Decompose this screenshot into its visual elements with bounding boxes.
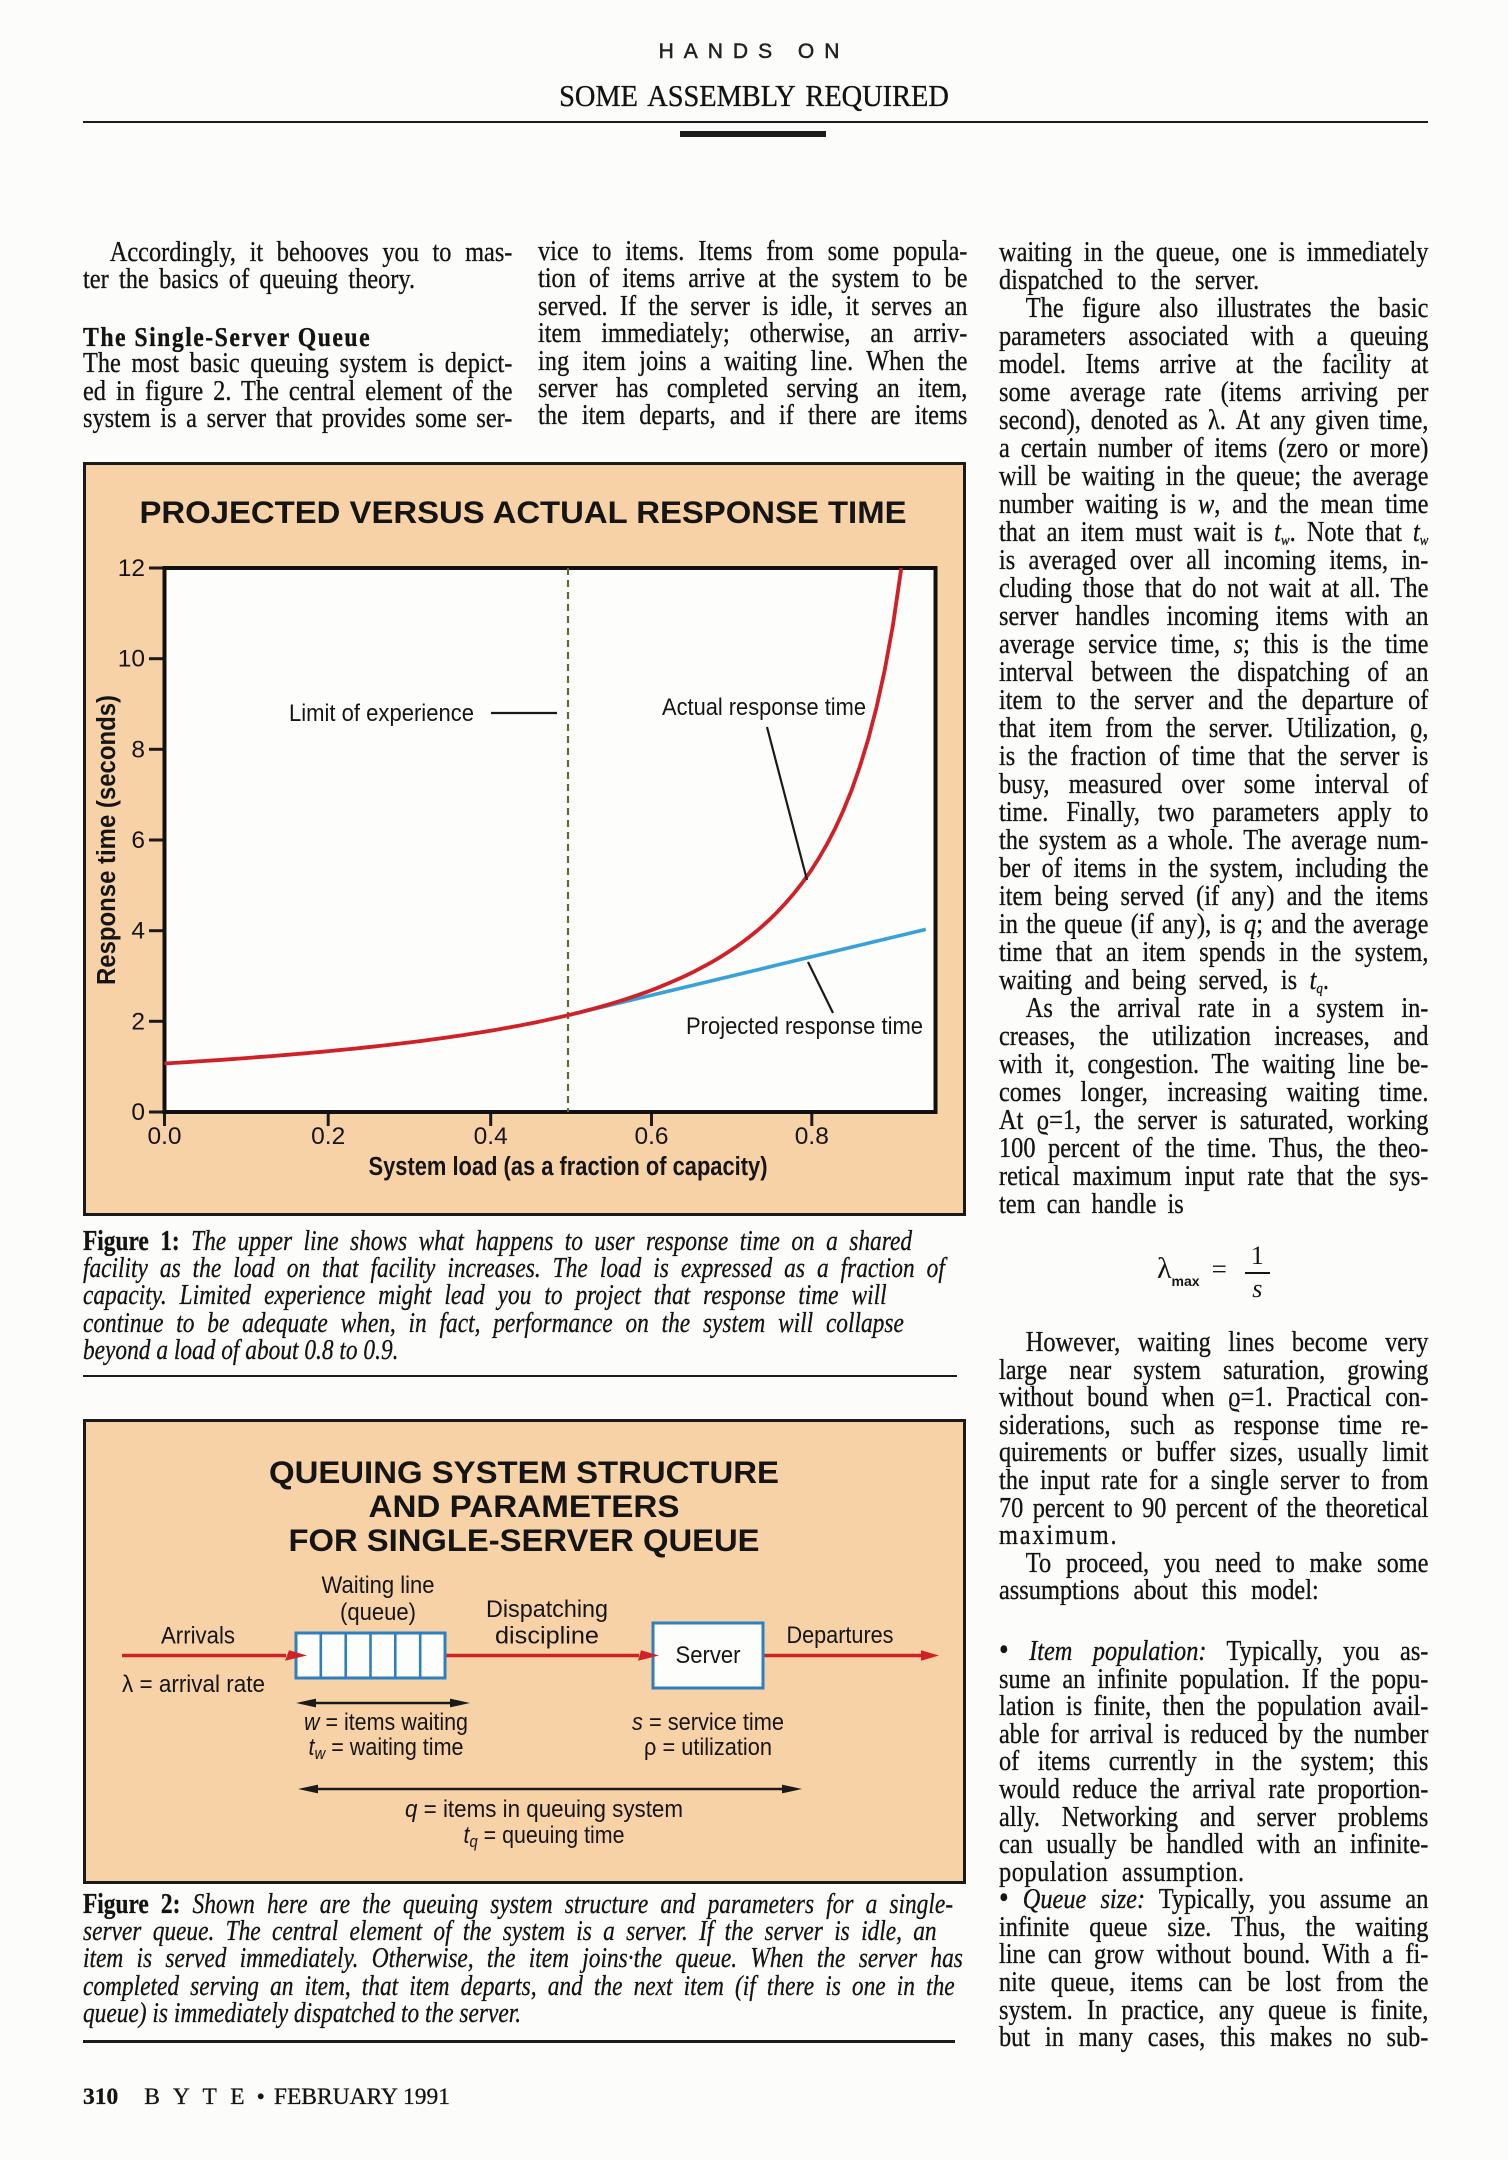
svg-text:4: 4: [131, 918, 145, 945]
svg-text:Response time (seconds): Response time (seconds): [93, 695, 121, 985]
svg-text:10: 10: [118, 646, 145, 673]
svg-text:Server: Server: [676, 1642, 741, 1669]
svg-text:2: 2: [131, 1008, 145, 1035]
svg-text:q = items in queuing system: q = items in queuing system: [405, 1796, 683, 1823]
svg-text:discipline: discipline: [495, 1623, 599, 1650]
svg-text:AND PARAMETERS: AND PARAMETERS: [369, 1488, 680, 1524]
svg-text:(queue): (queue): [340, 1599, 416, 1626]
svg-text:FOR SINGLE-SERVER QUEUE: FOR SINGLE-SERVER QUEUE: [289, 1522, 760, 1558]
svg-text:Departures: Departures: [787, 1622, 894, 1649]
svg-text:0.8: 0.8: [795, 1123, 829, 1150]
svg-text:w = items waiting: w = items waiting: [304, 1709, 468, 1736]
svg-text:0.0: 0.0: [147, 1123, 181, 1150]
svg-text:0: 0: [131, 1099, 145, 1126]
svg-text:0.4: 0.4: [474, 1123, 508, 1150]
svg-text:ρ = utilization: ρ = utilization: [644, 1734, 772, 1761]
svg-text:0.6: 0.6: [634, 1123, 668, 1150]
svg-text:Projected response time: Projected response time: [686, 1013, 923, 1040]
svg-text:QUEUING SYSTEM STRUCTURE: QUEUING SYSTEM STRUCTURE: [269, 1454, 779, 1490]
svg-text:s = service time: s = service time: [632, 1709, 784, 1736]
svg-text:0.2: 0.2: [311, 1123, 345, 1150]
svg-text:6: 6: [131, 827, 145, 854]
svg-text:λ = arrival rate: λ = arrival rate: [122, 1671, 265, 1698]
svg-text:Arrivals: Arrivals: [161, 1623, 235, 1650]
svg-text:12: 12: [118, 555, 145, 582]
svg-text:8: 8: [131, 736, 145, 763]
svg-text:System load (as a fraction of: System load (as a fraction of capacity): [369, 1153, 768, 1181]
svg-text:Actual response time: Actual response time: [662, 694, 866, 721]
svg-text:Limit of experience: Limit of experience: [289, 700, 474, 727]
svg-text:Dispatching: Dispatching: [486, 1596, 608, 1623]
svg-text:PROJECTED VERSUS ACTUAL RESPON: PROJECTED VERSUS ACTUAL RESPONSE TIME: [140, 494, 907, 530]
svg-text:Waiting line: Waiting line: [322, 1572, 435, 1599]
svg-text:tq = queuing time: tq = queuing time: [464, 1822, 625, 1851]
svg-text:tw = waiting time: tw = waiting time: [309, 1734, 464, 1763]
